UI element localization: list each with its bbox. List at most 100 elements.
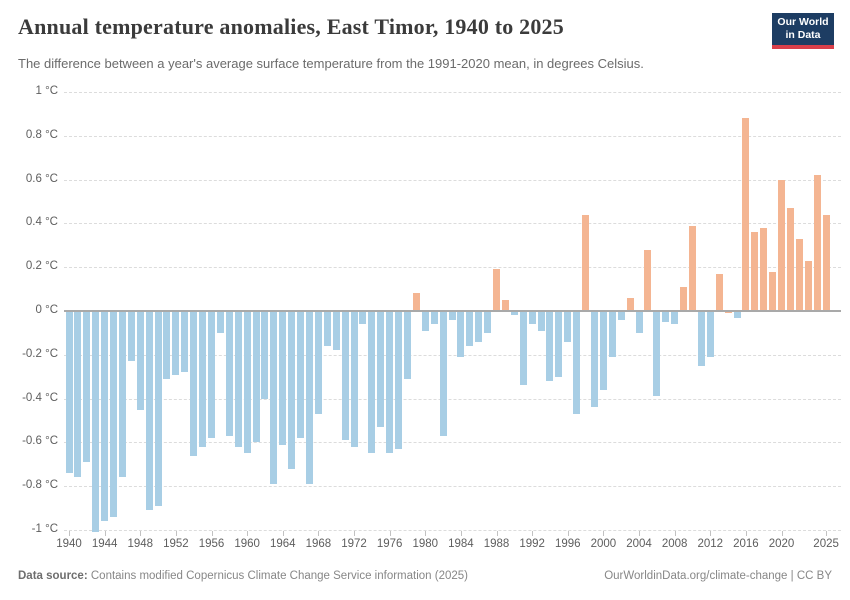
y-tick-label: 0.4 °C (25, 216, 58, 229)
bar-1951[interactable] (163, 311, 171, 379)
bar-1966[interactable] (297, 311, 305, 439)
bar-1960[interactable] (243, 311, 251, 454)
bar-1990[interactable] (510, 311, 518, 316)
bar-2013[interactable] (715, 273, 723, 311)
bar-2018[interactable] (760, 227, 768, 311)
bar-1945[interactable] (110, 311, 118, 517)
bar-2003[interactable] (626, 297, 634, 311)
bar-1981[interactable] (430, 311, 438, 325)
bar-1953[interactable] (181, 311, 189, 373)
bar-2023[interactable] (804, 260, 812, 311)
bar-1976[interactable] (386, 311, 394, 454)
x-tick-label: 2004 (626, 538, 652, 550)
bar-2001[interactable] (608, 311, 616, 357)
bar-1944[interactable] (101, 311, 109, 522)
bar-2010[interactable] (688, 225, 696, 311)
bar-1986[interactable] (475, 311, 483, 342)
bar-1999[interactable] (591, 311, 598, 408)
license-label[interactable]: CC BY (796, 570, 832, 582)
bar-1969[interactable] (323, 311, 331, 347)
bar-1992[interactable] (528, 311, 536, 325)
bar-1957[interactable] (216, 311, 224, 333)
bar-1965[interactable] (288, 311, 296, 469)
bar-1975[interactable] (377, 311, 385, 428)
bar-2015[interactable] (733, 311, 741, 318)
x-tick-label: 1972 (341, 538, 367, 550)
bar-1985[interactable] (466, 311, 474, 347)
bar-1973[interactable] (359, 311, 367, 325)
y-gridline (64, 530, 841, 531)
bar-1950[interactable] (154, 311, 162, 506)
owid-logo[interactable]: Our World in Data (772, 13, 834, 49)
bar-1942[interactable] (83, 311, 91, 463)
bar-1983[interactable] (448, 311, 456, 320)
bar-2022[interactable] (795, 238, 803, 311)
bar-2021[interactable] (786, 208, 794, 311)
bar-1956[interactable] (208, 311, 215, 439)
bar-2002[interactable] (617, 311, 625, 320)
bar-1959[interactable] (234, 311, 242, 447)
bar-1987[interactable] (484, 311, 492, 333)
bar-1947[interactable] (127, 311, 135, 362)
bar-1977[interactable] (395, 311, 403, 449)
bar-1946[interactable] (118, 311, 126, 478)
bar-1988[interactable] (493, 269, 501, 311)
bar-1967[interactable] (305, 311, 313, 484)
x-tick-mark (282, 531, 284, 536)
bar-1954[interactable] (190, 311, 198, 456)
bar-1991[interactable] (519, 311, 527, 386)
bar-2016[interactable] (742, 118, 750, 311)
bar-1984[interactable] (457, 311, 465, 357)
bar-2020[interactable] (778, 179, 786, 311)
y-tick-label: -0.2 °C (22, 347, 58, 360)
bar-1961[interactable] (252, 311, 260, 443)
bar-2000[interactable] (599, 311, 607, 390)
bar-2024[interactable] (813, 175, 821, 311)
bar-2006[interactable] (653, 311, 661, 397)
bar-1970[interactable] (332, 311, 340, 351)
bar-2017[interactable] (751, 232, 759, 311)
bar-2004[interactable] (635, 311, 643, 333)
bar-1997[interactable] (573, 311, 581, 414)
bar-1994[interactable] (546, 311, 554, 382)
y-tick-label: -0.4 °C (22, 391, 58, 404)
bar-1995[interactable] (555, 311, 563, 377)
bar-2019[interactable] (769, 271, 777, 311)
bar-1949[interactable] (145, 311, 153, 511)
bar-2025[interactable] (822, 214, 830, 311)
bar-2008[interactable] (671, 311, 679, 325)
bar-1940[interactable] (65, 311, 73, 474)
logo-line-1: Our World (777, 15, 829, 28)
bar-2014[interactable] (724, 311, 732, 313)
owid-url-link[interactable]: OurWorldinData.org/climate-change (604, 570, 788, 582)
bar-1978[interactable] (403, 311, 411, 379)
bar-1968[interactable] (314, 311, 322, 414)
bar-1948[interactable] (136, 311, 144, 410)
bar-2011[interactable] (697, 311, 705, 366)
bar-1989[interactable] (501, 300, 509, 311)
y-gridline (64, 92, 841, 93)
bar-1998[interactable] (582, 214, 590, 311)
bar-1979[interactable] (412, 293, 420, 311)
bar-1941[interactable] (74, 311, 82, 478)
bar-1963[interactable] (270, 311, 278, 484)
bar-1964[interactable] (279, 311, 287, 445)
bar-2005[interactable] (644, 249, 652, 311)
bar-1971[interactable] (341, 311, 349, 441)
bar-1952[interactable] (172, 311, 180, 375)
bar-1993[interactable] (537, 311, 545, 331)
bar-1955[interactable] (199, 311, 207, 447)
bar-2007[interactable] (662, 311, 670, 322)
bar-1943[interactable] (92, 311, 100, 533)
bar-2012[interactable] (706, 311, 714, 357)
bar-1962[interactable] (261, 311, 269, 399)
bar-1982[interactable] (439, 311, 447, 436)
x-tick-mark (496, 531, 498, 536)
zero-axis-line (64, 310, 841, 312)
bar-1996[interactable] (564, 311, 572, 342)
bar-1958[interactable] (225, 311, 233, 436)
bar-2009[interactable] (680, 286, 688, 311)
bar-1980[interactable] (421, 311, 429, 331)
bar-1974[interactable] (368, 311, 376, 454)
bar-1972[interactable] (350, 311, 358, 447)
